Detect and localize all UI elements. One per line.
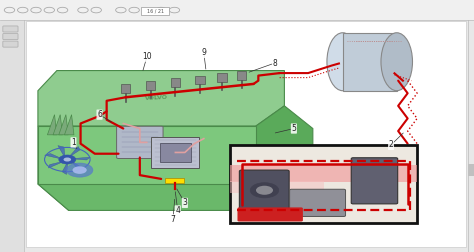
Polygon shape (58, 146, 65, 158)
Polygon shape (38, 184, 284, 210)
FancyBboxPatch shape (3, 26, 18, 32)
Circle shape (59, 155, 76, 164)
Text: 8: 8 (273, 58, 277, 68)
Polygon shape (38, 126, 69, 210)
Circle shape (250, 183, 279, 198)
FancyBboxPatch shape (230, 145, 417, 223)
Ellipse shape (327, 33, 358, 91)
Polygon shape (71, 161, 85, 170)
Circle shape (66, 163, 93, 177)
Polygon shape (38, 126, 256, 184)
Ellipse shape (381, 33, 412, 91)
Polygon shape (47, 115, 57, 135)
FancyBboxPatch shape (165, 178, 184, 183)
FancyBboxPatch shape (146, 81, 155, 90)
Text: 3: 3 (182, 198, 187, 207)
Polygon shape (68, 146, 80, 158)
Text: 9: 9 (201, 48, 206, 57)
FancyBboxPatch shape (0, 0, 474, 20)
FancyBboxPatch shape (0, 20, 24, 252)
FancyBboxPatch shape (171, 78, 180, 87)
Polygon shape (64, 115, 74, 135)
Polygon shape (62, 162, 68, 174)
FancyBboxPatch shape (141, 7, 169, 15)
FancyBboxPatch shape (121, 84, 130, 93)
Polygon shape (45, 153, 64, 160)
Polygon shape (71, 157, 91, 160)
Text: 1: 1 (71, 138, 76, 147)
Polygon shape (38, 71, 284, 126)
Circle shape (64, 158, 71, 162)
Text: 6: 6 (97, 110, 102, 119)
FancyBboxPatch shape (239, 170, 289, 209)
FancyBboxPatch shape (152, 137, 199, 168)
FancyBboxPatch shape (351, 158, 398, 204)
FancyBboxPatch shape (160, 143, 191, 162)
Polygon shape (256, 106, 313, 210)
Text: 7: 7 (171, 215, 175, 224)
FancyBboxPatch shape (468, 164, 474, 176)
Text: 16 / 21: 16 / 21 (147, 8, 164, 13)
FancyBboxPatch shape (217, 73, 227, 82)
Text: 2: 2 (389, 140, 393, 149)
FancyBboxPatch shape (26, 21, 466, 247)
FancyBboxPatch shape (195, 76, 205, 84)
FancyBboxPatch shape (3, 41, 18, 47)
FancyBboxPatch shape (117, 126, 163, 159)
FancyBboxPatch shape (3, 34, 18, 40)
FancyBboxPatch shape (237, 207, 303, 222)
Text: 10: 10 (142, 52, 152, 61)
FancyBboxPatch shape (343, 33, 397, 91)
Polygon shape (48, 161, 65, 168)
Text: 4: 4 (175, 206, 180, 215)
Text: VOLVO: VOLVO (145, 95, 168, 101)
Polygon shape (59, 115, 68, 135)
Polygon shape (53, 115, 63, 135)
Circle shape (256, 186, 273, 195)
Text: 5: 5 (292, 124, 296, 133)
FancyBboxPatch shape (290, 189, 346, 216)
Circle shape (73, 166, 87, 174)
FancyBboxPatch shape (230, 181, 323, 193)
FancyBboxPatch shape (237, 71, 246, 80)
FancyBboxPatch shape (230, 165, 417, 182)
